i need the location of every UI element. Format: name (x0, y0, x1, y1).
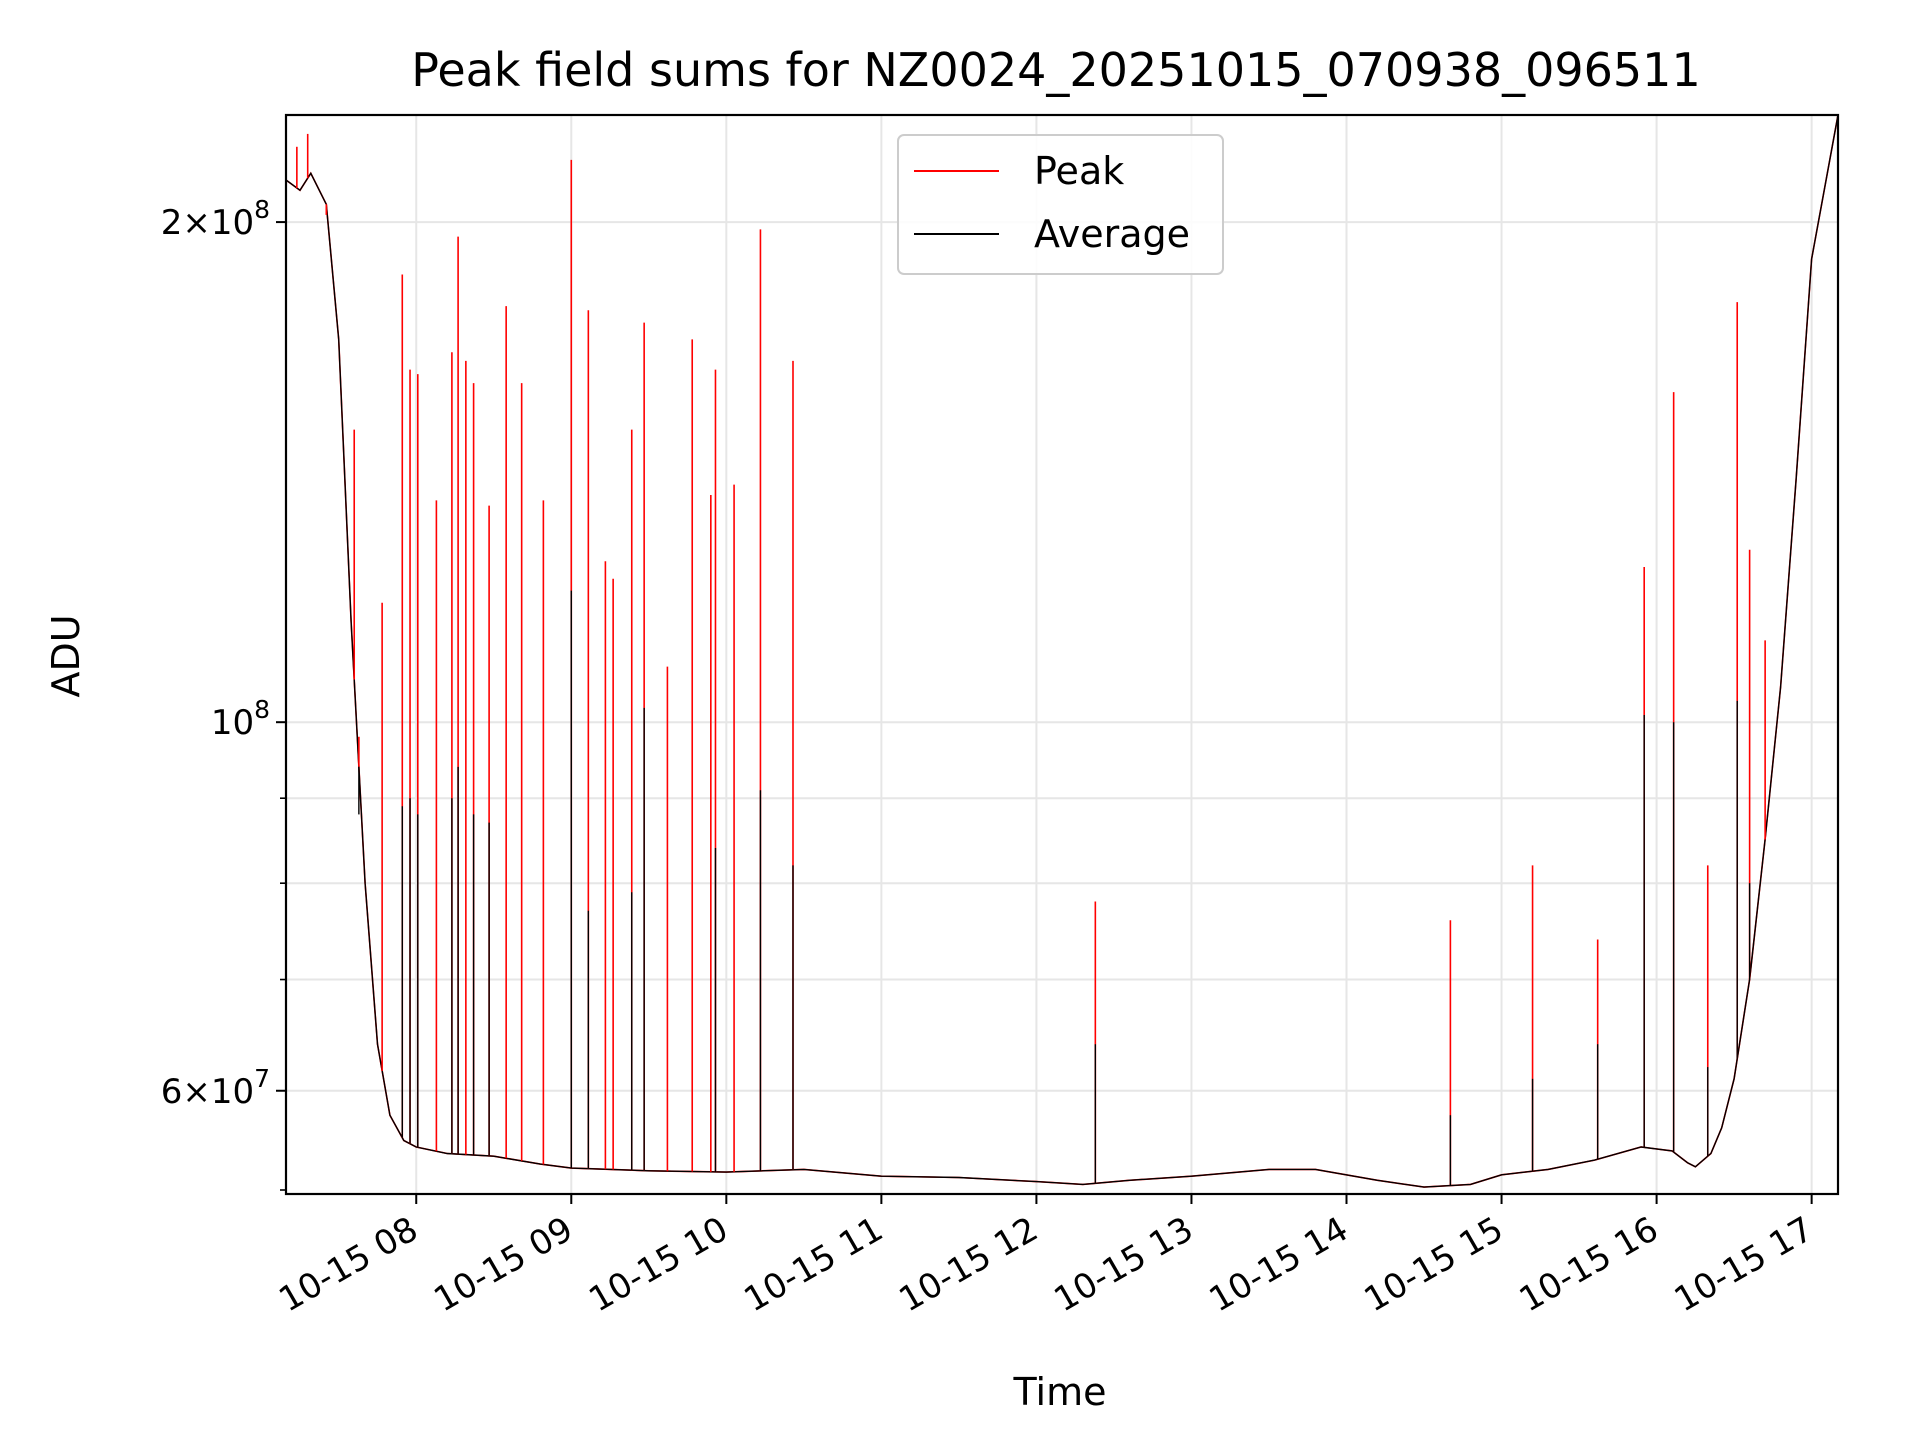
series-layer (286, 115, 1838, 1188)
chart-title: Peak field sums for NZ0024_20251015_0709… (411, 43, 1700, 97)
grid (286, 115, 1838, 1194)
legend-average-label: Average (1034, 212, 1190, 256)
x-axis-label: Time (1013, 1370, 1107, 1414)
legend-box (897, 134, 1224, 275)
y-tick-label: 2×108 (161, 195, 270, 243)
y-tick-label: 108 (211, 695, 270, 743)
legend: Peak Average (897, 134, 1224, 275)
y-axis-label: ADU (44, 614, 88, 697)
plot-frame (284, 113, 1840, 1196)
y-axis: 6×107 108 2×108 (161, 195, 286, 1191)
legend-peak-label: Peak (1034, 149, 1124, 193)
y-tick-label: 6×107 (161, 1064, 270, 1112)
